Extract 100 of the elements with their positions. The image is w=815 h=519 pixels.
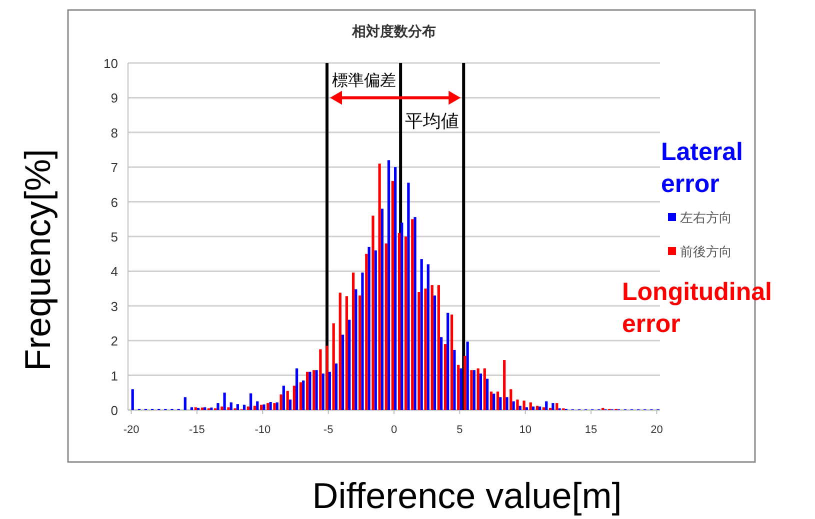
bar bbox=[556, 403, 558, 410]
bar bbox=[131, 389, 134, 410]
bar bbox=[299, 382, 302, 410]
bar bbox=[204, 407, 206, 410]
annotation: Longitudinal error bbox=[622, 278, 772, 338]
y-tick-label: 8 bbox=[110, 125, 118, 140]
bar bbox=[341, 334, 344, 410]
bar bbox=[394, 167, 397, 410]
bar bbox=[496, 392, 500, 410]
bar bbox=[194, 407, 197, 410]
bar bbox=[372, 216, 374, 410]
x-axis-title: Difference value[m] bbox=[312, 475, 622, 516]
chart-title: 相対度数分布 bbox=[351, 23, 436, 39]
x-tick-label: 20 bbox=[650, 424, 663, 436]
bar bbox=[440, 337, 443, 410]
bar bbox=[315, 370, 318, 410]
bar bbox=[250, 393, 252, 410]
bar bbox=[223, 392, 226, 410]
bar bbox=[280, 394, 282, 410]
bar bbox=[319, 349, 322, 410]
x-tick-label: 0 bbox=[390, 424, 398, 436]
bar bbox=[476, 368, 480, 410]
bar bbox=[433, 295, 436, 410]
bar bbox=[256, 401, 259, 410]
x-tick-label: -20 bbox=[123, 424, 140, 436]
bar bbox=[253, 406, 256, 410]
bar bbox=[424, 288, 427, 410]
y-axis-title: Frequency[%] bbox=[17, 148, 58, 372]
bar bbox=[479, 374, 482, 410]
bar bbox=[460, 368, 462, 410]
bar bbox=[184, 397, 186, 410]
bar bbox=[380, 208, 384, 410]
bar bbox=[358, 295, 362, 410]
y-tick-label: 10 bbox=[104, 56, 118, 71]
bar bbox=[273, 403, 276, 410]
bar bbox=[522, 400, 526, 410]
y-tick-label: 6 bbox=[110, 194, 118, 210]
bar bbox=[483, 368, 486, 410]
bar bbox=[545, 401, 548, 410]
y-tick-label: 0 bbox=[110, 403, 118, 418]
bar bbox=[464, 356, 466, 410]
bar bbox=[492, 394, 496, 410]
bar bbox=[516, 400, 519, 410]
bar bbox=[525, 407, 528, 410]
bar bbox=[503, 360, 506, 410]
bar bbox=[404, 236, 408, 410]
x-tick-label: -15 bbox=[189, 424, 205, 436]
annotation: 標準偏差 bbox=[332, 72, 396, 90]
bar bbox=[302, 380, 305, 410]
y-tick-label: 7 bbox=[110, 160, 118, 176]
x-tick-label: 5 bbox=[456, 424, 463, 436]
x-tick-label: -10 bbox=[254, 424, 271, 436]
bar bbox=[444, 344, 447, 410]
bar bbox=[292, 386, 296, 410]
y-tick-label: 4 bbox=[110, 264, 118, 280]
bar bbox=[418, 292, 420, 410]
y-tick-label: 1 bbox=[110, 368, 118, 384]
legend-label: 左右方向 bbox=[680, 210, 732, 225]
bar bbox=[348, 320, 351, 410]
bar bbox=[354, 289, 358, 410]
bar bbox=[266, 403, 270, 410]
bar bbox=[518, 406, 522, 410]
bar bbox=[282, 386, 285, 410]
bar bbox=[220, 406, 224, 410]
bar bbox=[510, 389, 512, 410]
x-tick-label: -5 bbox=[323, 424, 334, 436]
bar bbox=[334, 364, 338, 410]
bar bbox=[190, 407, 194, 410]
y-tick-label: 5 bbox=[110, 230, 118, 244]
bar bbox=[352, 272, 355, 410]
bar bbox=[312, 370, 316, 410]
bar bbox=[529, 402, 532, 410]
bar bbox=[407, 182, 410, 410]
bar bbox=[453, 350, 456, 410]
bar bbox=[332, 323, 335, 410]
bar bbox=[345, 296, 348, 410]
bar bbox=[227, 407, 230, 410]
bar bbox=[437, 285, 440, 410]
x-tick-label: 10 bbox=[519, 424, 532, 436]
bar bbox=[322, 374, 324, 410]
bar bbox=[295, 368, 298, 410]
bar bbox=[374, 250, 377, 410]
bar bbox=[430, 285, 434, 410]
bar bbox=[414, 217, 416, 410]
bar bbox=[306, 372, 309, 410]
bar bbox=[411, 219, 414, 410]
bar bbox=[262, 404, 266, 410]
text: Lateral error bbox=[661, 138, 743, 198]
bar bbox=[400, 222, 404, 410]
bar bbox=[420, 259, 423, 410]
bar bbox=[387, 160, 390, 410]
bar bbox=[486, 378, 489, 410]
bar bbox=[490, 392, 493, 410]
bar bbox=[365, 254, 368, 410]
bar bbox=[499, 397, 502, 410]
bar bbox=[466, 342, 469, 410]
x-tick-label: 15 bbox=[584, 424, 598, 436]
legend-label: 前後方向 bbox=[680, 244, 732, 259]
bar bbox=[538, 406, 542, 410]
bar bbox=[506, 397, 508, 410]
